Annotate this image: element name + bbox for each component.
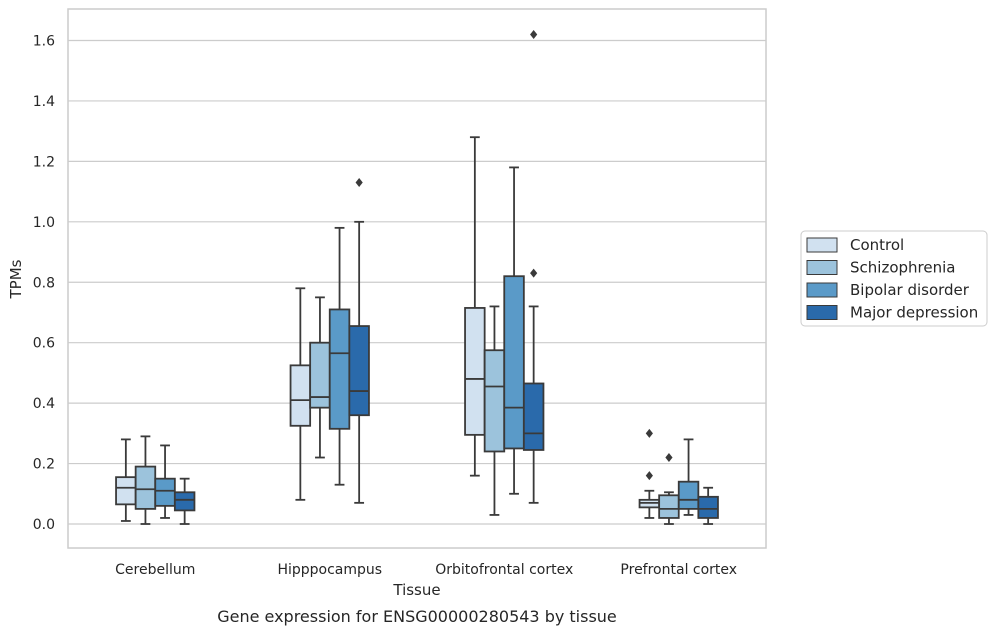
grid-lines [68,39,766,525]
outlier-marker [645,471,653,481]
plot-frame [67,8,767,549]
x-axis-title: Tissue [392,581,440,599]
x-tick-label: Hipppocampus [277,562,382,578]
legend-frame [800,230,988,327]
box-schizophrenia [309,296,331,459]
legend-swatch [806,237,838,253]
box-body [173,491,196,512]
box-layer [115,29,719,525]
x-tick-labels: Cerebellum Hipppocampus Orbitofrontal cort… [115,562,737,578]
y-tick-label: 0.6 [33,336,55,352]
y-tick-labels: 0.0 0.2 0.4 0.6 0.8 1.0 1.2 1.4 1.6 [33,34,55,534]
y-tick-label: 0.4 [33,396,55,412]
legend-label: Schizophrenia [850,259,955,277]
y-tick-label: 1.0 [33,215,55,231]
outlier-marker [530,268,538,278]
legend-label: Control [850,236,904,254]
box-body [464,307,486,436]
box-major-depression [173,477,196,525]
box-body [483,349,506,453]
box-bipolar-disorder [154,444,176,519]
y-tick-label: 0.2 [33,457,55,473]
box-body [658,494,680,519]
x-tick-label: Prefrontal cortex [620,562,737,578]
box-major-depression [348,178,370,504]
box-control [638,428,661,519]
box-major-depression [522,29,545,504]
box-bipolar-disorder [503,166,525,495]
box-control [464,136,486,477]
outlier-marker [645,428,653,438]
box-control [115,438,137,522]
legend-swatch [806,305,838,320]
legend-label: Major depression [850,304,978,322]
legend-swatch [806,282,838,298]
box-schizophrenia [134,435,157,525]
box-bipolar-disorder [677,438,700,516]
box-body [348,325,370,417]
box-body [697,495,719,519]
box-body [522,382,545,451]
box-body [503,275,525,450]
legend-swatch [806,260,838,275]
y-tick-label: 0.8 [33,275,55,291]
box-body [115,476,137,506]
box-body [677,480,700,510]
box-major-depression [697,486,719,525]
x-tick-label: Cerebellum [115,562,195,578]
y-tick-label: 1.6 [33,34,55,50]
box-body [154,477,176,507]
box-control [289,287,312,501]
box-body [134,465,157,510]
box-schizophrenia [483,305,506,516]
box-body [289,364,312,427]
box-bipolar-disorder [328,226,351,486]
y-axis-title: TPMs [7,259,25,299]
y-tick-label: 1.4 [33,94,55,110]
legend: Control Schizophrenia Bipolar disorder Majo… [800,230,988,327]
outlier-marker [355,178,363,188]
box-body [328,308,351,430]
legend-label: Bipolar disorder [850,281,970,299]
y-tick-label: 1.2 [33,154,55,170]
x-tick-label: Orbitofrontal cortex [435,562,573,578]
outlier-marker [665,453,673,463]
outlier-marker [530,29,538,39]
y-tick-label: 0.0 [33,517,55,533]
chart-caption: Gene expression for ENSG00000280543 by t… [217,607,617,626]
